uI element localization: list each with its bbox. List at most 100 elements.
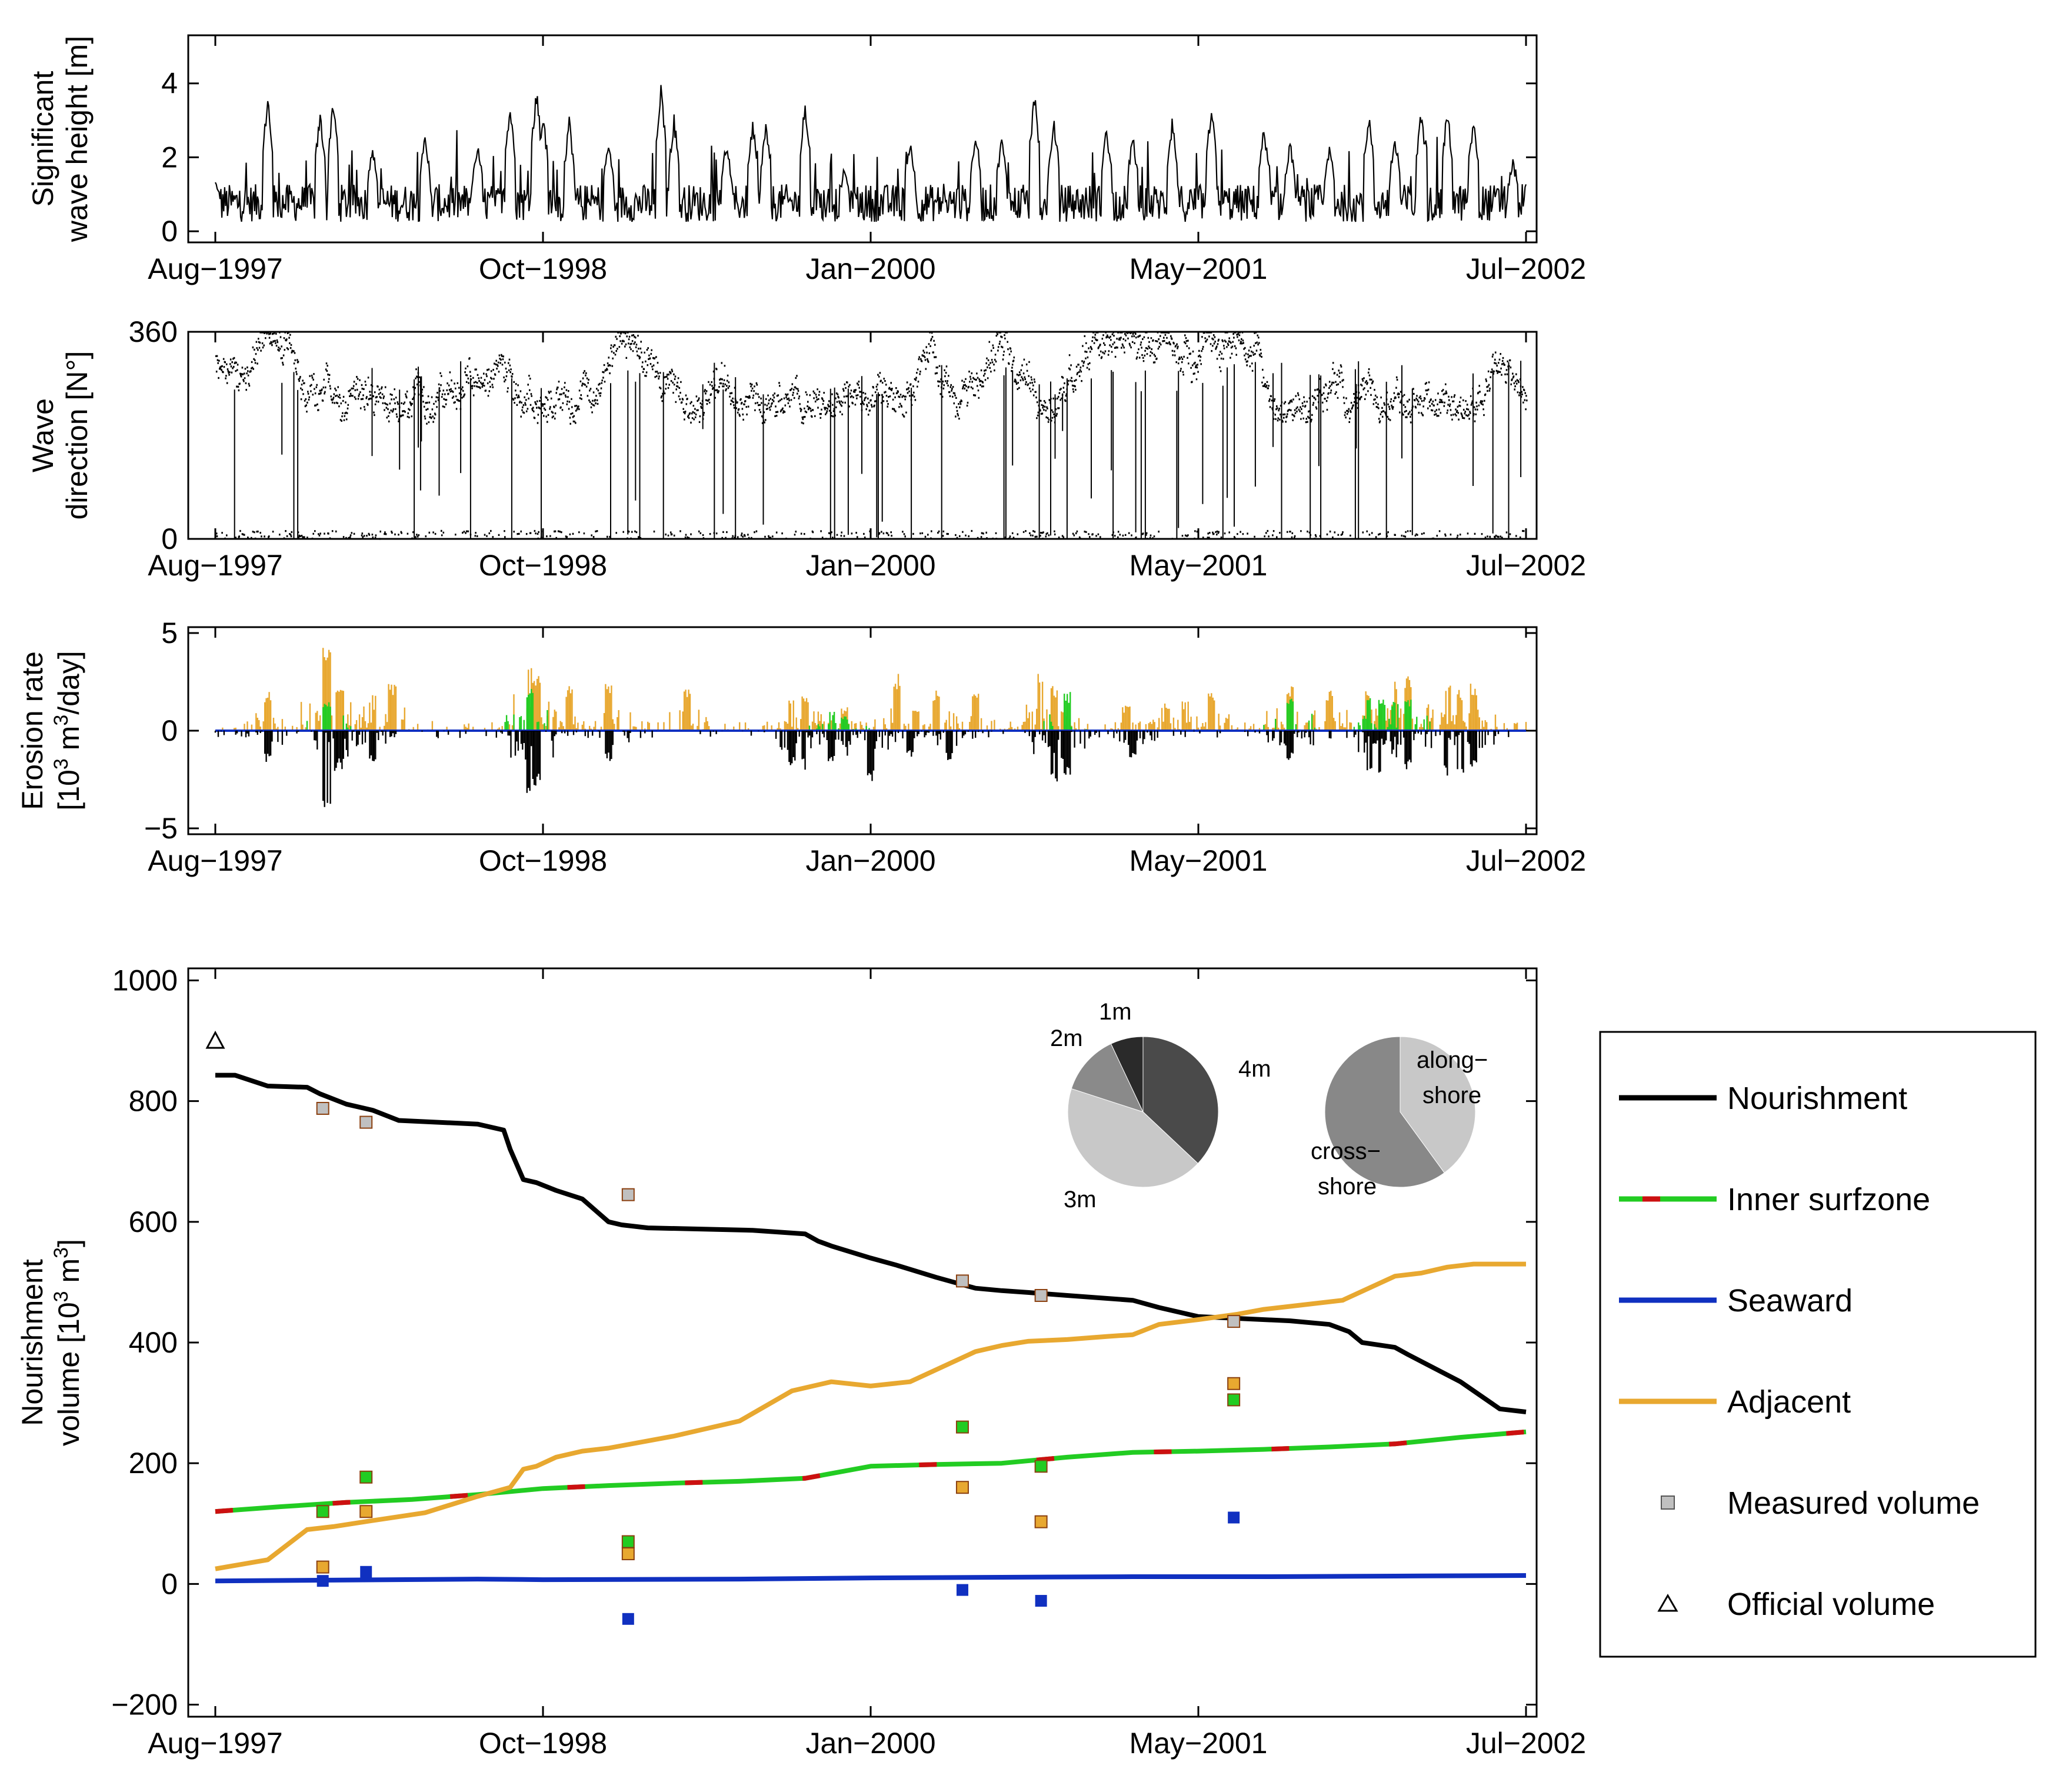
legend-swatch xyxy=(1657,1593,1678,1612)
measured-inner-surfzone-marker xyxy=(359,1470,373,1484)
wave-height-line xyxy=(215,85,1527,222)
pie-slice xyxy=(1142,1036,1219,1164)
nourishment-ylabel-line2: volume [103 m3] xyxy=(50,1239,85,1446)
nourishment-series-adjacent xyxy=(215,1261,1526,1571)
measured-seaward-marker xyxy=(316,1575,329,1587)
measured-seaward-marker xyxy=(956,1584,968,1596)
measured-adjacent-marker xyxy=(1227,1377,1241,1390)
measured-adjacent-marker xyxy=(621,1547,635,1561)
x-tick-label: Jul−2002 xyxy=(1466,252,1586,285)
y-tick-label: 2 xyxy=(161,141,178,174)
wave-height-axes-box xyxy=(187,34,1538,244)
x-tick-label: Aug−1997 xyxy=(148,252,282,285)
legend-label: Seaward xyxy=(1727,1283,1853,1318)
x-tick-label: Jan−2000 xyxy=(805,1727,935,1760)
y-tick-label: 0 xyxy=(161,522,178,555)
pie-slice xyxy=(1110,1036,1144,1112)
measured-volume-markers xyxy=(205,1030,1241,1625)
official-volume-marker xyxy=(205,1030,225,1049)
measured-adjacent-marker xyxy=(955,1481,969,1494)
legend-label: Official volume xyxy=(1727,1587,1935,1622)
y-tick-label: 1000 xyxy=(112,964,178,997)
wave-height-class-pie xyxy=(1067,1036,1219,1188)
measured-nourishment-marker xyxy=(621,1188,635,1201)
pie-slice xyxy=(1067,1088,1199,1188)
x-tick-label: Oct−1998 xyxy=(479,844,607,877)
measured-nourishment-marker xyxy=(955,1274,969,1288)
measured-adjacent-marker xyxy=(359,1505,373,1518)
y-tick-label: −5 xyxy=(144,812,178,845)
x-tick-label: Jan−2000 xyxy=(805,252,935,285)
y-tick-label: 200 xyxy=(129,1447,178,1480)
legend: Nourishment Inner surfzone Seaward Adjacent… xyxy=(1599,1031,2037,1658)
y-tick-label: 360 xyxy=(129,315,178,348)
x-tick-label: Jul−2002 xyxy=(1466,549,1586,582)
measured-nourishment-marker xyxy=(1034,1288,1048,1302)
wave-direction-panel: 0 360 Aug−1997 Oct−1998 Jan−2000 May−2001 Jul−… xyxy=(26,315,1586,582)
legend-label: Inner surfzone xyxy=(1727,1182,1930,1217)
pie-label-2m: 2m xyxy=(1050,1025,1083,1051)
wave-height-series xyxy=(215,85,1527,222)
nourishment-ticks: −200 0 200 400 600 800 1000 Aug−1997 Oct−1998 Jan… xyxy=(111,964,1586,1760)
pie-label-alongshore-1: along− xyxy=(1417,1047,1488,1073)
wave-direction-ticks: 0 360 Aug−1997 Oct−1998 Jan−2000 May−2001 Jul−… xyxy=(129,315,1587,582)
legend-box xyxy=(1599,1031,2037,1658)
pie-label-1m: 1m xyxy=(1099,999,1132,1025)
nourishment-series-seaward xyxy=(215,1573,1527,1584)
x-tick-label: Aug−1997 xyxy=(148,844,282,877)
pie-slice xyxy=(1400,1036,1476,1174)
erosion-rate-series xyxy=(214,648,1527,807)
measured-nourishment-marker xyxy=(359,1115,373,1129)
nourishment-volume-series xyxy=(215,1072,1527,1584)
measured-seaward-marker xyxy=(1228,1511,1240,1524)
x-tick-label: Jul−2002 xyxy=(1466,1727,1586,1760)
legend-label: Nourishment xyxy=(1727,1081,1907,1116)
x-tick-label: May−2001 xyxy=(1130,844,1268,877)
y-tick-label: 800 xyxy=(129,1085,178,1118)
x-tick-label: May−2001 xyxy=(1130,252,1268,285)
legend-label: Adjacent xyxy=(1727,1384,1851,1420)
x-tick-label: Aug−1997 xyxy=(148,549,282,582)
erosion-rate-ylabel-line2: [103 m3/day] xyxy=(50,651,85,810)
wave-height-ylabel-line2: wave height [m] xyxy=(61,36,94,242)
nourishment-ylabel-line1: Nourishment xyxy=(16,1259,49,1426)
measured-seaward-marker xyxy=(622,1613,634,1625)
pie-label-alongshore-2: shore xyxy=(1422,1082,1481,1108)
measured-nourishment-marker xyxy=(1227,1315,1241,1328)
x-tick-label: Oct−1998 xyxy=(479,1727,607,1760)
x-tick-label: Jan−2000 xyxy=(805,549,935,582)
legend-items: Nourishment Inner surfzone Seaward Adjacent… xyxy=(1619,1081,1980,1622)
wave-direction-ylabel-line2: direction [N°] xyxy=(61,351,94,520)
pie-label-crossshore-2: shore xyxy=(1318,1174,1377,1200)
pie-label-3m: 3m xyxy=(1064,1187,1097,1213)
wave-height-panel: 0 2 4 Aug−1997 Oct−1998 Jan−2000 May−2001 Jul−2… xyxy=(26,34,1586,285)
x-tick-label: Oct−1998 xyxy=(479,252,607,285)
erosion-rate-ticks: −5 0 5 Aug−1997 Oct−1998 Jan−2000 May−2001 Jul−… xyxy=(144,617,1586,877)
measured-inner-surfzone-marker xyxy=(316,1505,329,1518)
measured-inner-surfzone-marker xyxy=(1227,1393,1241,1407)
wave-height-ticks: 0 2 4 Aug−1997 Oct−1998 Jan−2000 May−2001 Jul−2… xyxy=(148,35,1586,285)
nourishment-volume-panel: −200 0 200 400 600 800 1000 Aug−1997 Oct−1998 Jan… xyxy=(16,964,1586,1760)
y-tick-label: 0 xyxy=(161,714,178,747)
pie-slice xyxy=(1071,1043,1144,1112)
measured-inner-surfzone-marker xyxy=(1034,1460,1048,1473)
measured-seaward-marker xyxy=(360,1565,372,1578)
y-tick-label: 0 xyxy=(161,215,178,248)
erosion-total-erosion-bars xyxy=(214,731,1510,807)
legend-label: Measured volume xyxy=(1727,1485,1980,1521)
pie-slice xyxy=(1324,1036,1445,1188)
x-tick-label: May−2001 xyxy=(1130,549,1268,582)
nourishment-series-nourishment xyxy=(215,1072,1527,1414)
x-tick-label: May−2001 xyxy=(1130,1727,1268,1760)
y-tick-label: 5 xyxy=(161,617,178,649)
wave-direction-spikes xyxy=(234,361,1522,539)
y-tick-label: 600 xyxy=(129,1205,178,1238)
y-tick-label: 0 xyxy=(161,1567,178,1600)
wave-direction-series xyxy=(215,331,1528,540)
measured-adjacent-marker xyxy=(1034,1515,1048,1528)
pie-label-4m: 4m xyxy=(1238,1056,1271,1082)
x-tick-label: Oct−1998 xyxy=(479,549,607,582)
pie-label-crossshore-1: cross− xyxy=(1311,1138,1381,1164)
wave-height-ylabel-line1: Significant xyxy=(26,71,59,207)
